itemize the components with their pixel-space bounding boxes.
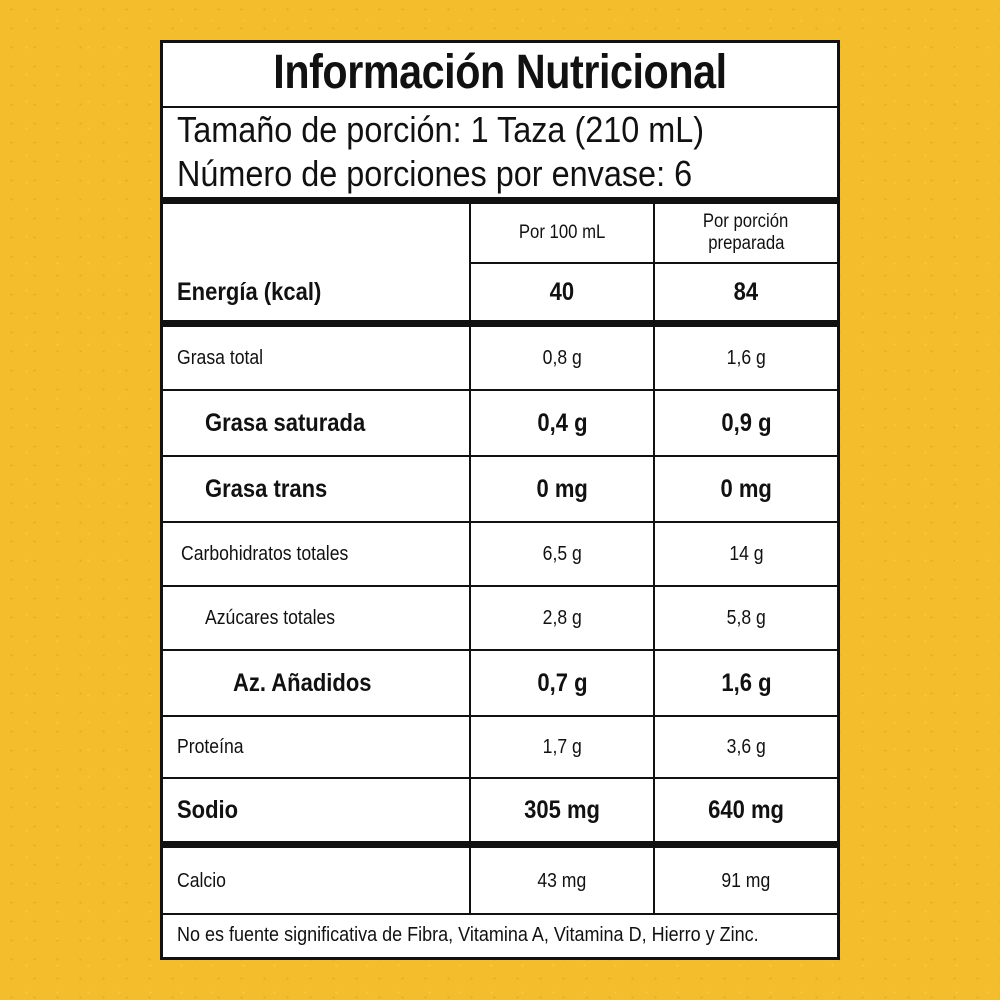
row-label-added-sugars: Az. Añadidos: [233, 668, 372, 697]
thick-divider: [163, 841, 837, 848]
column-divider: [653, 204, 655, 915]
value-energy-per-100: 40: [549, 277, 575, 306]
row-label-sodium: Sodio: [177, 795, 239, 824]
value-trans-fat-per-100: 0 mg: [536, 474, 588, 503]
value-saturated-fat-per-100: 0,4 g: [536, 408, 588, 437]
value-carbohydrates-per-100: 6,5 g: [542, 542, 582, 565]
row-divider: [163, 649, 837, 651]
row-label-calcium: Calcio: [177, 869, 226, 892]
thick-divider: [163, 197, 837, 204]
value-total-fat-per-serving: 1,6 g: [726, 346, 766, 369]
value-trans-fat-per-serving: 0 mg: [720, 474, 772, 503]
value-carbohydrates-per-serving: 14 g: [728, 542, 764, 565]
value-total-sugars-per-100: 2,8 g: [542, 606, 582, 629]
value-sodium-per-serving: 640 mg: [708, 795, 784, 824]
header-per-100: Por 100 mL: [518, 222, 606, 243]
header-per-serving: Por porción preparada: [703, 211, 789, 254]
value-sodium-per-100: 305 mg: [524, 795, 600, 824]
value-calcium-per-serving: 91 mg: [721, 869, 771, 892]
nutrition-facts-label: Información Nutricional Tamaño de porció…: [160, 40, 840, 960]
value-added-sugars-per-serving: 1,6 g: [720, 668, 772, 697]
row-label-saturated-fat: Grasa saturada: [205, 408, 366, 437]
row-label-total-fat: Grasa total: [177, 346, 264, 369]
row-label-carbohydrates: Carbohidratos totales: [181, 542, 349, 565]
label-title: Información Nutricional: [273, 46, 727, 99]
row-divider: [163, 455, 837, 457]
value-total-fat-per-100: 0,8 g: [542, 346, 582, 369]
value-protein-per-serving: 3,6 g: [726, 735, 766, 758]
title-divider: [163, 106, 837, 108]
value-protein-per-100: 1,7 g: [542, 735, 582, 758]
column-divider: [469, 204, 471, 915]
row-divider: [163, 521, 837, 523]
footnote: No es fuente significativa de Fibra, Vit…: [177, 923, 759, 946]
row-divider: [163, 715, 837, 717]
value-saturated-fat-per-serving: 0,9 g: [720, 408, 772, 437]
row-divider: [163, 389, 837, 391]
servings-per-container: Número de porciones por envase: 6: [177, 153, 693, 194]
row-label-energy: Energía (kcal): [177, 277, 322, 306]
row-label-protein: Proteína: [177, 735, 244, 758]
serving-size: Tamaño de porción: 1 Taza (210 mL): [177, 109, 705, 150]
thick-divider: [163, 320, 837, 327]
value-energy-per-serving: 84: [733, 277, 759, 306]
value-calcium-per-100: 43 mg: [537, 869, 587, 892]
row-divider: [163, 585, 837, 587]
row-label-trans-fat: Grasa trans: [205, 474, 328, 503]
value-added-sugars-per-100: 0,7 g: [536, 668, 588, 697]
header-divider: [469, 262, 837, 264]
row-divider: [163, 777, 837, 779]
value-total-sugars-per-serving: 5,8 g: [726, 606, 766, 629]
row-label-total-sugars: Azúcares totales: [205, 606, 336, 629]
row-divider: [163, 913, 837, 915]
